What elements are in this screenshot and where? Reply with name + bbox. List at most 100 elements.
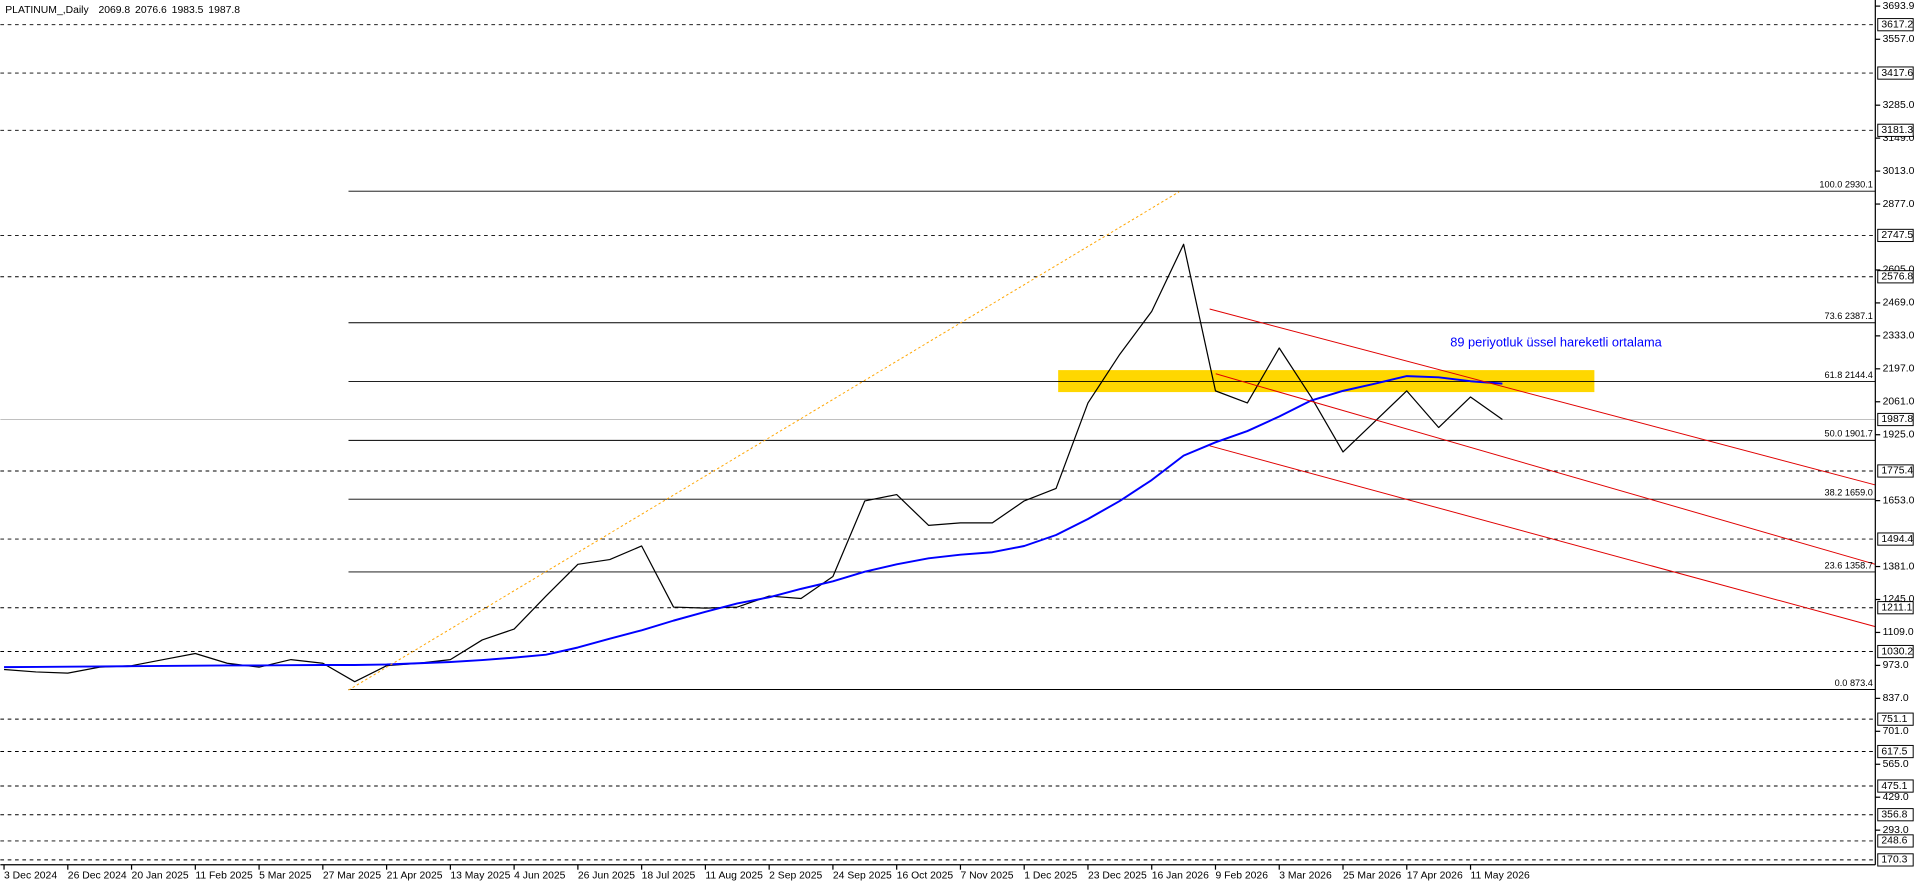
fibonacci-label: 61.8 2144.4 bbox=[1824, 370, 1872, 380]
x-tick-label: 3 Dec 2024 bbox=[4, 871, 57, 882]
fibonacci-label: 50.0 1901.7 bbox=[1824, 429, 1872, 439]
level-label-box bbox=[1877, 779, 1914, 793]
x-tick-label: 9 Feb 2026 bbox=[1215, 871, 1268, 882]
level-label: 1494.4 bbox=[1881, 534, 1913, 545]
y-tick-label: 2605.0 bbox=[1883, 265, 1915, 276]
level-label: 617.5 bbox=[1881, 746, 1907, 757]
y-tick-label: 2197.0 bbox=[1883, 364, 1915, 375]
x-tick-label: 16 Jan 2026 bbox=[1152, 871, 1209, 882]
channel-line bbox=[1209, 308, 1876, 486]
y-tick-label: 3013.0 bbox=[1883, 166, 1915, 177]
x-tick-label: 11 May 2026 bbox=[1471, 871, 1530, 882]
fibonacci-label: 100.0 2930.1 bbox=[1819, 179, 1872, 189]
y-tick-label: 1925.0 bbox=[1883, 429, 1915, 440]
level-label: 3417.6 bbox=[1881, 68, 1913, 79]
ohlc-value: 1983.5 bbox=[172, 5, 204, 16]
current-price-label: 1987.8 bbox=[1881, 414, 1913, 425]
level-label: 3181.3 bbox=[1881, 125, 1913, 136]
current-price-box bbox=[1877, 412, 1914, 427]
level-label-box bbox=[1877, 834, 1914, 848]
ohlc-value: 2076.6 bbox=[135, 5, 167, 16]
x-tick-label: 2 Sep 2025 bbox=[769, 871, 822, 882]
x-tick-label: 25 Mar 2026 bbox=[1343, 871, 1401, 882]
y-tick-label: 3285.0 bbox=[1883, 100, 1915, 111]
level-label: 3617.2 bbox=[1881, 19, 1913, 30]
x-tick-label: 16 Oct 2025 bbox=[897, 871, 954, 882]
level-label-box bbox=[1877, 644, 1914, 659]
price-line bbox=[3, 243, 1503, 683]
plot-layer bbox=[0, 24, 1876, 861]
ohlc-value: 2069.8 bbox=[98, 5, 130, 16]
ohlc-value: 1987.8 bbox=[208, 5, 240, 16]
y-tick-label: 429.0 bbox=[1883, 792, 1909, 803]
y-tick-label: 1245.0 bbox=[1883, 594, 1915, 605]
x-tick-label: 11 Aug 2025 bbox=[705, 871, 763, 882]
level-label: 356.8 bbox=[1881, 809, 1907, 820]
x-tick-label: 24 Sep 2025 bbox=[833, 871, 892, 882]
fibonacci-label: 0.0 873.4 bbox=[1835, 678, 1873, 688]
y-tick-label: 565.0 bbox=[1883, 759, 1909, 770]
y-tick-label: 1109.0 bbox=[1883, 627, 1914, 638]
level-label-box bbox=[1877, 123, 1914, 137]
x-tick-label: 18 Jul 2025 bbox=[642, 871, 696, 882]
y-tick-label: 293.0 bbox=[1883, 825, 1909, 836]
x-tick-label: 3 Mar 2026 bbox=[1279, 871, 1332, 882]
x-tick-label: 27 Mar 2025 bbox=[323, 871, 381, 882]
y-tick-label: 3693.9 bbox=[1883, 1, 1915, 12]
x-tick-label: 1 Dec 2025 bbox=[1024, 871, 1077, 882]
level-label: 2576.8 bbox=[1881, 272, 1913, 283]
fibonacci-label: 38.2 1659.0 bbox=[1824, 487, 1872, 497]
y-tick-label: 2469.0 bbox=[1883, 298, 1915, 309]
x-tick-label: 26 Dec 2024 bbox=[68, 871, 127, 882]
level-label-box bbox=[1877, 18, 1914, 32]
fibonacci-label: 73.6 2387.1 bbox=[1824, 311, 1872, 321]
level-label-box bbox=[1877, 66, 1914, 80]
x-tick-label: 5 Mar 2025 bbox=[259, 871, 312, 882]
x-tick-label: 23 Dec 2025 bbox=[1088, 871, 1147, 882]
fibonacci-label: 23.6 1358.7 bbox=[1824, 560, 1872, 570]
y-tick-label: 3557.0 bbox=[1883, 34, 1915, 45]
y-tick-label: 973.0 bbox=[1883, 660, 1909, 671]
level-label-box bbox=[1877, 464, 1914, 478]
y-tick-label: 3149.0 bbox=[1883, 133, 1915, 144]
level-label: 1211.1 bbox=[1881, 602, 1912, 613]
y-tick-label: 1381.0 bbox=[1883, 561, 1915, 572]
x-tick-label: 11 Feb 2025 bbox=[195, 871, 253, 882]
y-tick-label: 1653.0 bbox=[1883, 495, 1915, 506]
y-tick-label: 701.0 bbox=[1883, 726, 1909, 737]
level-label: 475.1 bbox=[1881, 781, 1907, 792]
level-label: 248.6 bbox=[1881, 836, 1907, 847]
channel-line bbox=[1209, 445, 1876, 628]
y-tick-label: 2877.0 bbox=[1883, 199, 1915, 210]
x-tick-label: 13 May 2025 bbox=[450, 871, 510, 882]
level-label-box bbox=[1877, 601, 1914, 615]
y-tick-label: 2333.0 bbox=[1883, 331, 1915, 342]
level-label: 2747.5 bbox=[1881, 230, 1913, 241]
y-tick-label: 2061.0 bbox=[1883, 397, 1915, 408]
level-label: 1030.2 bbox=[1881, 646, 1913, 657]
level-label: 170.3 bbox=[1881, 855, 1907, 866]
level-label-box bbox=[1877, 712, 1914, 726]
x-tick-label: 4 Jun 2025 bbox=[514, 871, 566, 882]
level-label-box bbox=[1877, 270, 1914, 284]
symbol: PLATINUM_,Daily bbox=[5, 5, 89, 16]
x-tick-label: 7 Nov 2025 bbox=[960, 871, 1013, 882]
chart-title: PLATINUM_,Daily 2069.8 2076.6 1983.5 1987.8 bbox=[5, 5, 240, 16]
drawing-layer bbox=[348, 191, 1876, 691]
level-label-box bbox=[1877, 808, 1914, 822]
level-label-box bbox=[1877, 853, 1914, 867]
level-label-box bbox=[1877, 744, 1914, 759]
annotation: 89 periyotluk üssel hareketli ortalama bbox=[1450, 335, 1662, 350]
level-label-box bbox=[1877, 532, 1914, 546]
channel-line bbox=[1215, 373, 1876, 565]
moving-average-line bbox=[4, 375, 1503, 669]
level-label: 751.1 bbox=[1881, 714, 1907, 725]
x-tick-label: 17 Apr 2026 bbox=[1407, 871, 1463, 882]
x-tick-label: 26 Jun 2025 bbox=[578, 871, 635, 882]
y-tick-label: 837.0 bbox=[1883, 693, 1909, 704]
x-tick-label: 21 Apr 2025 bbox=[387, 871, 443, 882]
fibonacci-trend-line bbox=[348, 191, 1180, 691]
